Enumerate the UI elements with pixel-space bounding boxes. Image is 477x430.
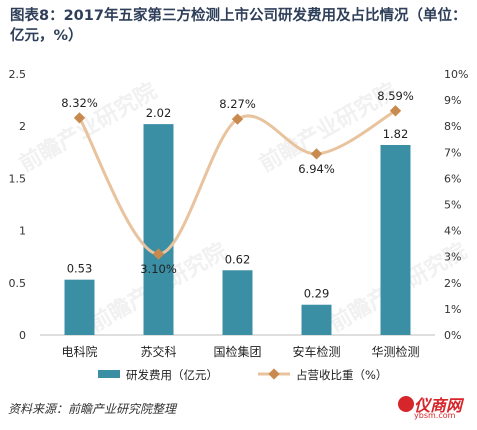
ratio-line xyxy=(78,109,397,256)
right-axis-tick-label: 1% xyxy=(444,303,461,316)
logo-subtext: ybsm.com xyxy=(414,411,456,420)
right-axis-tick-label: 10% xyxy=(444,68,468,81)
line-value-label: 8.32% xyxy=(61,96,98,110)
bar-value-label: 2.02 xyxy=(146,106,172,120)
line-value-label: 8.27% xyxy=(219,97,256,111)
left-axis-tick-label: 2 xyxy=(19,120,26,133)
legend-bar-label: 研发费用（亿元） xyxy=(126,368,218,382)
left-axis-tick-label: 1 xyxy=(19,225,26,238)
logo-text: 仪商网 xyxy=(414,396,463,415)
right-axis-tick-label: 0% xyxy=(444,329,461,342)
category-label: 国检集团 xyxy=(213,344,261,359)
category-label: 安车检测 xyxy=(292,344,340,359)
right-axis-tick-label: 6% xyxy=(444,172,461,185)
category-label: 华测检测 xyxy=(371,344,419,359)
ratio-point xyxy=(73,112,86,124)
bar-value-label: 0.62 xyxy=(225,252,251,266)
right-axis-tick-label: 7% xyxy=(444,146,461,159)
right-axis-tick-label: 5% xyxy=(444,199,461,212)
source-note: 资料来源：前瞻产业研究院整理 xyxy=(8,402,177,416)
right-axis-tick-label: 8% xyxy=(444,120,461,133)
bar xyxy=(301,304,332,335)
site-logo: 仪商网 ybsm.com xyxy=(398,392,468,424)
bar xyxy=(222,270,253,335)
logo-icon xyxy=(398,396,414,412)
right-axis-tick-label: 4% xyxy=(444,225,461,238)
left-axis-tick-label: 0.5 xyxy=(9,277,27,290)
legend-line-label: 占营收比重（%） xyxy=(296,368,387,382)
bar-value-label: 1.82 xyxy=(383,127,409,141)
category-label: 电科院 xyxy=(61,345,97,359)
line-value-label: 3.10% xyxy=(140,262,177,276)
bar-value-label: 0.29 xyxy=(304,287,330,301)
left-axis-tick-label: 1.5 xyxy=(9,172,27,185)
bar xyxy=(64,279,95,335)
bar xyxy=(380,144,411,335)
left-axis-tick-label: 0 xyxy=(19,329,26,342)
line-value-label: 8.59% xyxy=(377,89,414,103)
ratio-point xyxy=(310,148,323,160)
ratio-point xyxy=(152,248,165,260)
right-axis-tick-label: 3% xyxy=(444,251,461,264)
legend-line-marker xyxy=(268,368,280,380)
bar-value-label: 0.53 xyxy=(67,262,93,276)
legend-bar-swatch xyxy=(98,370,120,378)
chart-title: 图表8：2017年五家第三方检测上市公司研发费用及占比情况（单位：亿元，%） xyxy=(10,8,467,44)
line-value-label: 6.94% xyxy=(298,162,335,176)
right-axis-tick-label: 2% xyxy=(444,277,461,290)
right-axis-tick-label: 9% xyxy=(444,94,461,107)
left-axis-tick-label: 2.5 xyxy=(9,68,27,81)
category-label: 苏交科 xyxy=(140,344,176,359)
bar xyxy=(143,124,174,335)
